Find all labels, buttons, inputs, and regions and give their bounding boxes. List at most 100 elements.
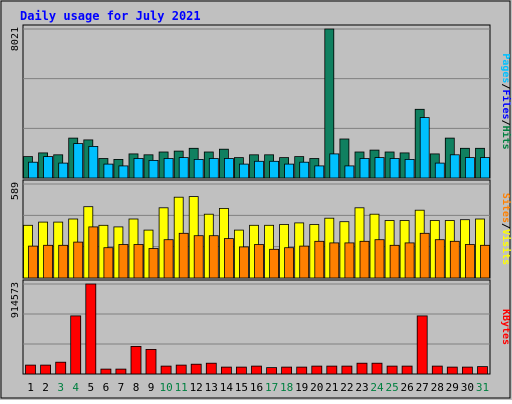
x-tick-label-day-9: 9 — [148, 381, 155, 394]
bar-hits-files-day-22 — [344, 165, 355, 179]
bar-visits-sites-day-16 — [254, 244, 264, 279]
x-tick-label-day-12: 12 — [190, 381, 203, 394]
bar-kbytes-kbytes-day-26 — [401, 365, 413, 375]
bar-hits-files-day-30 — [464, 157, 475, 179]
x-tick-label-day-31: 31 — [476, 381, 489, 394]
bar-kbytes-kbytes-day-31 — [477, 366, 488, 375]
legend-entry-visits: Visits — [500, 229, 512, 265]
x-tick-label-day-25: 25 — [385, 381, 398, 394]
bar-hits-files-day-13 — [208, 158, 219, 179]
bar-hits-files-day-16 — [254, 160, 264, 179]
bar-hits-files-day-17 — [269, 160, 280, 179]
bar-hits-files-day-31 — [480, 157, 490, 179]
bar-kbytes-kbytes-day-24 — [371, 362, 383, 375]
bar-hits-files-day-24 — [374, 157, 385, 179]
bar-kbytes-kbytes-day-5 — [85, 283, 97, 375]
bar-hits-files-day-25 — [389, 158, 400, 179]
bar-kbytes-kbytes-day-21 — [326, 365, 338, 375]
legend-entry-files: Files — [500, 89, 512, 119]
bar-kbytes-kbytes-day-7 — [115, 368, 127, 375]
panel-visits-ymax-label: 589 — [10, 182, 21, 200]
bar-hits-files-day-21 — [329, 153, 340, 179]
x-tick-label-day-1: 1 — [27, 381, 34, 394]
x-tick-label-day-5: 5 — [87, 381, 94, 394]
chart-title: Daily usage for July 2021 — [20, 9, 201, 23]
bar-hits-files-day-20 — [314, 165, 325, 179]
x-tick-label-day-15: 15 — [235, 381, 248, 394]
bar-visits-sites-day-18 — [284, 247, 295, 279]
bar-visits-sites-day-21 — [329, 242, 340, 279]
bar-visits-sites-day-10 — [163, 239, 174, 279]
bar-kbytes-kbytes-day-28 — [431, 365, 443, 375]
x-tick-label-day-2: 2 — [42, 381, 49, 394]
panel-kbytes-ymax-label: 914573 — [10, 282, 21, 318]
bar-kbytes-kbytes-day-6 — [100, 368, 112, 375]
bar-kbytes-kbytes-day-10 — [160, 365, 172, 375]
x-tick-label-day-17: 17 — [265, 381, 278, 394]
bar-hits-files-day-8 — [133, 158, 144, 179]
x-tick-label-day-19: 19 — [295, 381, 308, 394]
x-tick-label-day-30: 30 — [461, 381, 474, 394]
bar-hits-files-day-15 — [238, 163, 249, 179]
bar-visits-sites-day-13 — [208, 235, 219, 279]
legend-entry-sites: Sites — [500, 193, 512, 223]
legend-entry-pages: Pages — [500, 53, 511, 83]
bar-kbytes-kbytes-day-3 — [55, 361, 67, 375]
panel-kbytes-background — [22, 279, 491, 375]
x-tick-label-day-21: 21 — [325, 381, 338, 394]
bar-visits-sites-day-25 — [389, 244, 400, 279]
bar-hits-files-day-28 — [434, 162, 445, 179]
x-tick-label-day-20: 20 — [310, 381, 323, 394]
x-tick-label-day-27: 27 — [416, 381, 429, 394]
bar-kbytes-kbytes-day-13 — [205, 362, 217, 375]
x-tick-label-day-7: 7 — [118, 381, 125, 394]
bar-visits-sites-day-11 — [178, 232, 189, 279]
bar-visits-sites-day-30 — [464, 244, 475, 279]
bar-visits-sites-day-19 — [299, 245, 310, 279]
panel-visits-legend: Sites/Visits — [500, 193, 512, 265]
legend-entry-kbytes: KBytes — [500, 309, 511, 345]
bar-kbytes-kbytes-day-18 — [281, 366, 293, 375]
panel-kbytes-legend: KBytes — [500, 309, 511, 345]
bar-visits-sites-day-28 — [434, 239, 445, 279]
x-tick-label-day-14: 14 — [220, 381, 234, 394]
bar-hits-files-day-10 — [163, 158, 174, 179]
x-tick-label-day-23: 23 — [355, 381, 368, 394]
bar-hits-files-day-18 — [284, 163, 295, 179]
bar-visits-sites-day-24 — [374, 239, 385, 279]
panel-hits-legend: Pages/Files/Hits — [500, 53, 512, 149]
bar-hits-files-day-2 — [43, 156, 53, 179]
bar-kbytes-kbytes-day-14 — [220, 366, 232, 375]
bar-visits-sites-day-22 — [344, 242, 355, 279]
bar-hits-files-day-9 — [148, 159, 159, 179]
bar-visits-sites-day-14 — [223, 238, 234, 279]
bar-kbytes-kbytes-day-15 — [235, 366, 247, 375]
bar-visits-sites-day-3 — [58, 244, 69, 279]
bar-kbytes-kbytes-day-27 — [416, 315, 428, 375]
bar-kbytes-kbytes-day-19 — [296, 366, 308, 375]
x-tick-label-day-13: 13 — [205, 381, 218, 394]
bar-visits-sites-day-27 — [419, 232, 430, 279]
x-tick-label-day-18: 18 — [280, 381, 293, 394]
bar-kbytes-kbytes-day-8 — [130, 345, 142, 375]
bar-kbytes-kbytes-day-29 — [446, 366, 458, 375]
bar-hits-files-day-1 — [28, 161, 38, 179]
bar-visits-sites-day-15 — [238, 246, 249, 279]
bar-kbytes-kbytes-day-25 — [386, 365, 398, 375]
bar-kbytes-kbytes-day-23 — [356, 362, 368, 375]
bar-visits-sites-day-1 — [28, 245, 38, 279]
legend-entry-separator: / — [500, 120, 511, 126]
legend-entry-hits: Hits — [500, 126, 512, 150]
bar-hits-files-day-7 — [118, 165, 129, 179]
bar-kbytes-kbytes-day-22 — [341, 365, 353, 375]
bar-kbytes-kbytes-day-12 — [190, 363, 202, 375]
bar-visits-sites-day-20 — [314, 240, 325, 279]
bar-kbytes-kbytes-day-17 — [266, 367, 278, 375]
x-tick-label-day-3: 3 — [57, 381, 64, 394]
bar-kbytes-kbytes-day-1 — [25, 364, 36, 375]
bar-hits-files-day-4 — [73, 143, 84, 179]
bar-hits-files-day-27 — [419, 117, 430, 179]
